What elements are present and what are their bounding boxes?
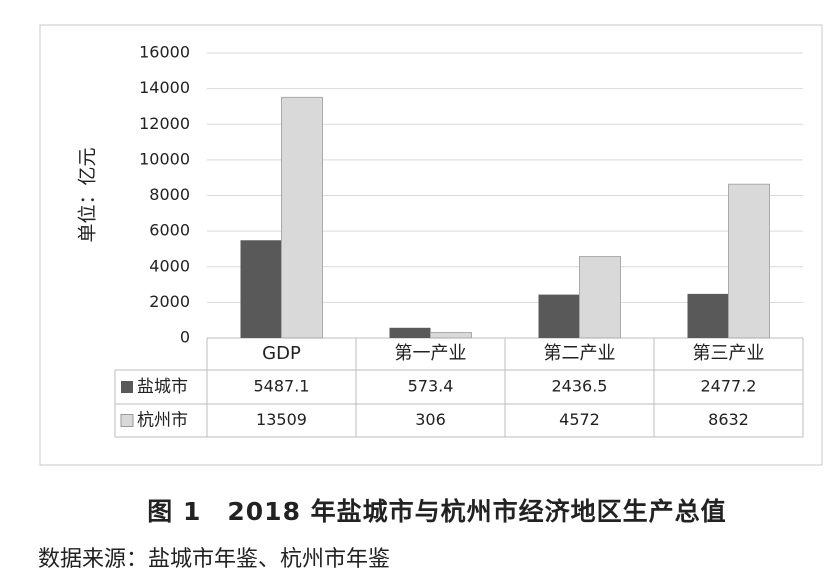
y-tick-label: 6000 xyxy=(149,221,190,240)
y-tick-label: 0 xyxy=(180,328,190,347)
bar xyxy=(430,332,472,339)
x-tick-label: 第三产业 xyxy=(693,343,765,364)
x-tick-label: 第一产业 xyxy=(395,343,467,364)
table-value: 5487.1 xyxy=(254,377,310,396)
table-value: 2436.5 xyxy=(552,377,608,396)
source: 数据来源：盐城市年鉴、杭州市年鉴 xyxy=(38,547,390,572)
table-value: 573.4 xyxy=(408,377,454,396)
bar xyxy=(240,240,282,338)
y-tick-label: 12000 xyxy=(139,114,190,133)
bar xyxy=(538,294,580,338)
legend-swatch xyxy=(120,414,134,427)
bar xyxy=(281,96,323,339)
y-tick-label: 4000 xyxy=(149,256,190,275)
bar xyxy=(728,183,770,339)
bar xyxy=(579,256,621,339)
y-axis-title: 单位：亿元 xyxy=(77,147,99,242)
bar xyxy=(389,327,431,338)
legend-swatch xyxy=(121,381,133,393)
legend-label: 盐城市 xyxy=(137,377,188,397)
caption: 图 1 2018 年盐城市与杭州市经济地区生产总值 xyxy=(147,497,726,526)
y-tick-label: 14000 xyxy=(139,78,190,97)
bar xyxy=(687,293,729,338)
table-value: 4572 xyxy=(559,410,600,429)
y-tick-label: 16000 xyxy=(139,43,190,62)
table-value: 8632 xyxy=(708,410,749,429)
table-value: 2477.2 xyxy=(701,377,757,396)
y-tick-label: 2000 xyxy=(149,292,190,311)
legend-label: 杭州市 xyxy=(137,411,188,431)
y-tick-label: 10000 xyxy=(139,149,190,168)
y-tick-label: 8000 xyxy=(149,185,190,204)
chart-frame xyxy=(39,24,823,466)
table-value: 306 xyxy=(415,410,446,429)
table-value: 13509 xyxy=(256,410,307,429)
x-tick-label: GDP xyxy=(262,343,301,364)
x-tick-label: 第二产业 xyxy=(544,343,616,364)
